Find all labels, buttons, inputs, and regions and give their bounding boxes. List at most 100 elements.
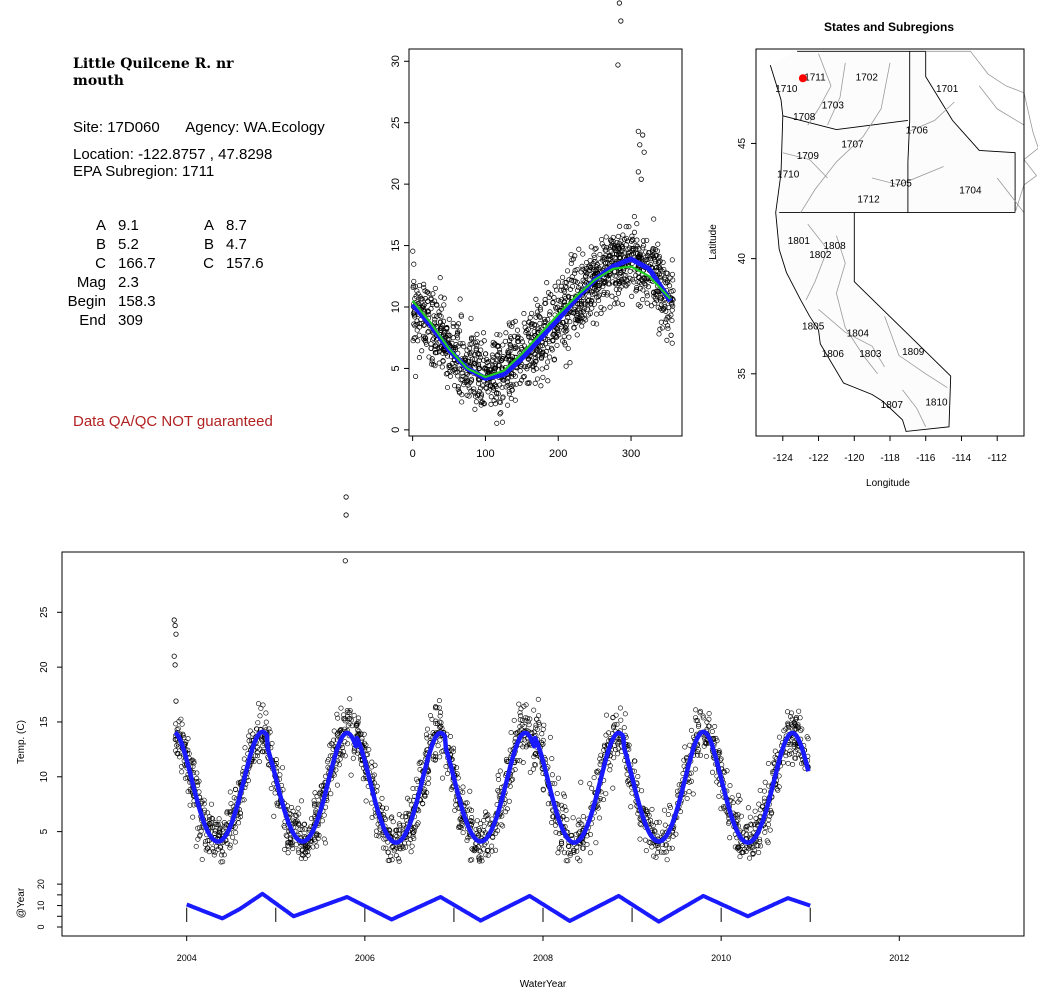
data-point <box>665 323 671 329</box>
data-point <box>517 758 523 764</box>
data-point <box>575 287 581 293</box>
year-line <box>185 891 812 924</box>
data-point <box>603 234 609 240</box>
data-point <box>793 755 799 761</box>
data-point <box>311 798 317 804</box>
data-point <box>263 719 269 725</box>
data-point <box>474 343 480 349</box>
data-point <box>420 801 426 807</box>
data-point <box>452 807 458 813</box>
data-point <box>603 791 609 797</box>
data-point <box>467 341 473 347</box>
data-point <box>347 715 353 721</box>
data-point <box>667 275 673 281</box>
data-point <box>455 343 461 349</box>
data-point <box>493 357 499 363</box>
data-point <box>519 377 525 383</box>
data-point <box>651 289 657 295</box>
data-point <box>521 311 527 317</box>
data-point <box>735 817 741 823</box>
data-point <box>571 310 577 316</box>
data-point <box>438 294 444 300</box>
data-point <box>554 790 560 796</box>
data-point <box>439 749 445 755</box>
data-point <box>613 296 619 302</box>
data-point <box>629 246 635 252</box>
site-line: Site: 17D060 Agency: WA.Ecology <box>73 119 325 137</box>
data-point <box>432 319 438 325</box>
data-point <box>791 744 797 750</box>
data-point <box>558 802 564 808</box>
data-point <box>653 854 659 860</box>
data-point <box>747 831 753 837</box>
data-point <box>587 850 593 856</box>
location-value: -122.8757 , 47.8298 <box>138 146 273 163</box>
data-point <box>465 835 471 841</box>
outlier-point <box>618 18 624 24</box>
data-point <box>590 292 596 298</box>
data-point <box>631 214 637 220</box>
data-point <box>464 351 470 358</box>
agency-label: Agency: <box>185 119 240 136</box>
data-point <box>455 775 461 781</box>
data-point <box>485 847 491 853</box>
data-point <box>594 321 600 327</box>
data-point <box>784 709 790 715</box>
data-point <box>626 224 632 230</box>
data-point <box>437 737 443 743</box>
data-point <box>302 855 308 861</box>
data-point <box>409 843 415 849</box>
data-point <box>434 350 440 356</box>
data-point <box>413 776 419 782</box>
outlier-point <box>641 149 647 155</box>
data-point <box>521 737 527 743</box>
data-point <box>436 360 442 366</box>
data-point <box>470 847 476 853</box>
data-point <box>665 314 671 320</box>
param-value: 9.1 <box>118 217 139 234</box>
data-point <box>490 354 496 360</box>
data-point <box>426 312 432 318</box>
data-point <box>767 813 773 819</box>
data-point <box>257 713 263 719</box>
x-tick-label: 300 <box>622 448 640 460</box>
data-point <box>285 850 291 856</box>
data-point <box>739 843 745 849</box>
region-label: 1810 <box>925 397 948 408</box>
data-point <box>488 367 494 373</box>
data-point <box>620 232 626 238</box>
data-point <box>650 246 656 252</box>
data-point <box>612 273 618 279</box>
region-label: 1807 <box>881 400 904 411</box>
data-point <box>555 279 562 285</box>
region-label: 1709 <box>797 151 820 162</box>
data-point <box>696 722 702 728</box>
subregion-label: EPA Subregion: <box>73 163 178 180</box>
data-point <box>386 858 392 864</box>
data-point <box>735 792 741 798</box>
data-point <box>432 285 438 291</box>
data-point <box>597 251 603 258</box>
data-point <box>567 319 573 325</box>
data-point <box>607 767 613 773</box>
data-point <box>351 712 357 718</box>
data-point <box>201 797 207 803</box>
data-point <box>573 831 579 837</box>
data-point <box>467 788 473 794</box>
data-point <box>709 769 715 775</box>
data-point <box>468 336 475 342</box>
data-point <box>414 288 420 294</box>
data-point <box>513 730 519 736</box>
region-label: 1702 <box>856 73 879 84</box>
data-point <box>644 300 650 306</box>
map-title: States and Subregions <box>824 20 954 34</box>
state-border <box>782 115 908 131</box>
data-point <box>553 829 559 835</box>
data-point <box>645 284 651 290</box>
data-point <box>669 317 675 324</box>
data-point <box>207 820 213 826</box>
y-tick-label: 5 <box>390 365 402 371</box>
data-point <box>490 379 496 385</box>
data-point <box>785 721 791 727</box>
data-point <box>627 268 633 274</box>
